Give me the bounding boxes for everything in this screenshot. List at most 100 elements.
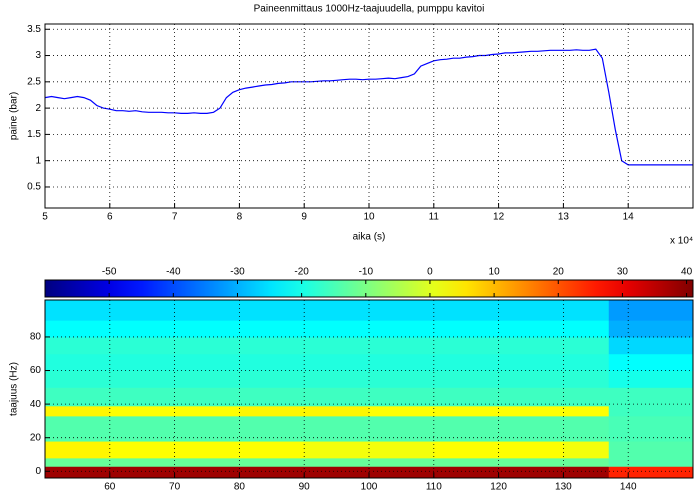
heatmap-cell bbox=[239, 466, 305, 479]
y-tick-label: 0 bbox=[35, 466, 41, 477]
heatmap-cell bbox=[498, 300, 564, 321]
heatmap-cell bbox=[498, 405, 564, 417]
heatmap-cell bbox=[109, 336, 176, 355]
chart-title: Paineenmittaus 1000Hz-taajuudella, pumpp… bbox=[254, 4, 485, 15]
x-tick-label: 80 bbox=[234, 482, 246, 492]
heatmap-cell bbox=[174, 336, 240, 355]
heatmap-cell bbox=[369, 300, 435, 321]
data-line bbox=[44, 48, 693, 166]
heatmap-cell bbox=[174, 353, 240, 372]
heatmap-cell bbox=[498, 336, 564, 355]
heatmap-cell bbox=[608, 370, 694, 388]
heatmap-cell bbox=[369, 405, 435, 417]
axes-box bbox=[44, 299, 694, 479]
heatmap-cell bbox=[563, 415, 610, 442]
heatmap-cell bbox=[433, 415, 500, 442]
heatmap-cell bbox=[608, 415, 694, 442]
heatmap-cell bbox=[45, 415, 111, 442]
heatmap-cell bbox=[45, 370, 111, 388]
heatmap-cell bbox=[433, 300, 500, 321]
heatmap-cell bbox=[45, 336, 111, 355]
heatmap-cell bbox=[608, 405, 694, 417]
heatmap-cell bbox=[433, 320, 500, 338]
heatmap-cell bbox=[304, 466, 370, 479]
y-tick-label: 2 bbox=[35, 103, 41, 114]
heatmap-cell bbox=[45, 457, 111, 467]
x-tick-label: 100 bbox=[361, 482, 378, 492]
heatmap-cell bbox=[608, 353, 694, 372]
colorbar-tick-label: 40 bbox=[681, 267, 693, 278]
x-tick-label: 11 bbox=[429, 212, 440, 223]
heatmap-cell bbox=[239, 320, 305, 338]
heatmap-cell bbox=[174, 466, 240, 479]
heatmap-cell bbox=[433, 336, 500, 355]
heatmap-cell bbox=[109, 466, 176, 479]
heatmap-cell bbox=[563, 320, 610, 338]
colorbar-tick-label: 0 bbox=[427, 267, 433, 278]
x-tick-label: 7 bbox=[172, 212, 178, 223]
heatmap-cell bbox=[304, 415, 370, 442]
x-tick-label: 140 bbox=[620, 482, 637, 492]
heatmap-cell bbox=[498, 441, 564, 459]
heatmap-cell bbox=[433, 457, 500, 467]
heatmap-cell bbox=[563, 441, 610, 459]
heatmap-cell bbox=[498, 320, 564, 338]
heatmap-cell bbox=[563, 370, 610, 388]
x-axis-label: aika (s) bbox=[353, 232, 386, 243]
heatmap-cell bbox=[239, 300, 305, 321]
heatmap-cell bbox=[608, 466, 694, 479]
colorbar-tick-label: -20 bbox=[294, 267, 309, 278]
heatmap-cell bbox=[109, 415, 176, 442]
heatmap-cell bbox=[45, 387, 111, 407]
heatmap-cell bbox=[369, 415, 435, 442]
heatmap-cell bbox=[239, 441, 305, 459]
heatmap-cell bbox=[45, 441, 111, 459]
x-tick-label: 60 bbox=[104, 482, 116, 492]
heatmap-cell bbox=[45, 320, 111, 338]
heatmap-cell bbox=[369, 353, 435, 372]
heatmap-cell bbox=[109, 387, 176, 407]
y-tick-label: 20 bbox=[30, 432, 42, 443]
heatmap-cell bbox=[304, 300, 370, 321]
y-tick-label: 3 bbox=[35, 50, 41, 61]
heatmap-cell bbox=[45, 405, 111, 417]
y-tick-label: 2.5 bbox=[27, 76, 41, 87]
colorbar bbox=[44, 279, 694, 298]
heatmap-cell bbox=[239, 415, 305, 442]
heatmap-cell bbox=[304, 441, 370, 459]
heatmap-cell bbox=[239, 457, 305, 467]
heatmap-cell bbox=[109, 320, 176, 338]
heatmap-cell bbox=[608, 300, 694, 321]
heatmap-cell bbox=[563, 387, 610, 407]
x-tick-label: 9 bbox=[301, 212, 307, 223]
heatmap-cell bbox=[433, 466, 500, 479]
x-tick-label: 13 bbox=[558, 212, 570, 223]
heatmap-cell bbox=[433, 370, 500, 388]
heatmap-cell bbox=[304, 405, 370, 417]
heatmap-cell bbox=[304, 387, 370, 407]
heatmap-cell bbox=[608, 320, 694, 338]
colorbar-tick-label: 30 bbox=[617, 267, 629, 278]
heatmap-cell bbox=[369, 441, 435, 459]
x-multiplier: x 10⁴ bbox=[670, 236, 693, 247]
heatmap-cell bbox=[498, 466, 564, 479]
y-tick-label: 60 bbox=[30, 365, 42, 376]
y-axis-label: taajuus (Hz) bbox=[9, 362, 20, 416]
heatmap-cell bbox=[498, 370, 564, 388]
heatmap-cell bbox=[45, 353, 111, 372]
heatmap-cell bbox=[608, 441, 694, 459]
heatmap-cell bbox=[304, 320, 370, 338]
heatmap-cell bbox=[174, 370, 240, 388]
heatmap-cell bbox=[563, 466, 610, 479]
heatmap-cell bbox=[433, 353, 500, 372]
x-tick-label: 70 bbox=[169, 482, 181, 492]
axes-box bbox=[44, 23, 694, 209]
heatmap-cell bbox=[304, 353, 370, 372]
plot-area: 60 70 80 90 100 110 120 130 140 0 20 40 60 80 bbox=[30, 299, 694, 492]
heatmap-cell bbox=[563, 353, 610, 372]
heatmap-cell bbox=[109, 405, 176, 417]
heatmap-cell bbox=[369, 320, 435, 338]
heatmap-cell bbox=[498, 457, 564, 467]
